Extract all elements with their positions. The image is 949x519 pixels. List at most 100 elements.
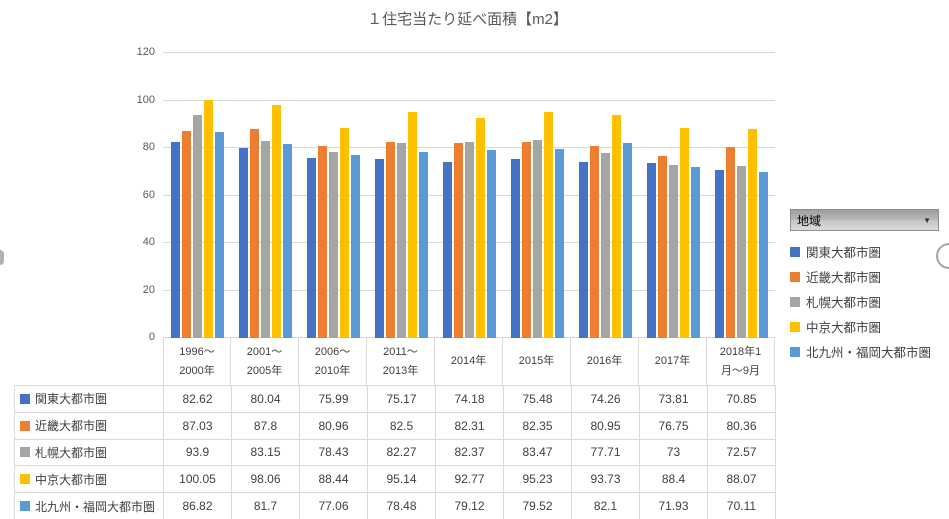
legend-item: 関東大都市圏	[790, 239, 939, 264]
table-cell: 80.95	[572, 412, 640, 439]
bar-group	[299, 53, 367, 338]
bar-group	[707, 53, 775, 338]
table-cell: 70.11	[708, 493, 776, 519]
y-axis-tick-label: 80	[142, 141, 155, 153]
legend-color-swatch	[790, 271, 800, 282]
legend-item: 札幌大都市圏	[790, 289, 939, 314]
x-axis-category-label: 2014年	[435, 338, 503, 385]
x-axis-category-label: 2018年1 月～9月	[707, 338, 775, 385]
series-name: 札幌大都市圏	[35, 445, 108, 460]
table-cell: 74.18	[436, 386, 504, 412]
bar	[418, 151, 428, 338]
data-table: 関東大都市圏 82.62 80.04 75.99 75.17 74.18 75.48 74.2…	[14, 385, 776, 519]
legend-item-label: 北九州・福岡大都市圏	[806, 346, 932, 360]
table-cell: 88.4	[640, 466, 708, 493]
table-cell: 79.12	[436, 493, 504, 519]
series-color-swatch	[20, 474, 30, 485]
table-cell: 78.43	[300, 439, 368, 466]
x-axis-category-label: 1996～ 2000年	[163, 338, 231, 385]
bar	[578, 161, 588, 338]
legend-item: 北九州・福岡大都市圏	[790, 339, 939, 364]
table-row-label: 関東大都市圏	[15, 386, 164, 412]
x-axis-category-label: 2016年	[571, 338, 639, 385]
legend-item-label: 中京大都市圏	[806, 321, 882, 335]
table-cell: 75.99	[300, 386, 368, 412]
legend-color-swatch	[790, 296, 800, 307]
bar-group	[571, 53, 639, 338]
bar	[690, 167, 700, 338]
bar-group	[367, 53, 435, 338]
legend-item-label: 近畿大都市圏	[806, 271, 882, 285]
table-cell: 80.96	[300, 412, 368, 439]
table-cell: 100.05	[164, 466, 232, 493]
series-name: 近畿大都市圏	[35, 419, 108, 434]
legend-color-swatch	[790, 321, 800, 332]
table-cell: 77.06	[300, 493, 368, 519]
legend-item-label: 札幌大都市圏	[806, 296, 882, 310]
region-filter-button[interactable]: 地域 ▼	[790, 209, 939, 231]
bar	[475, 117, 485, 338]
legend-item: 近畿大都市圏	[790, 264, 939, 289]
table-row: 近畿大都市圏 87.03 87.8 80.96 82.5 82.31 82.35 80.95 7…	[15, 412, 776, 440]
x-axis-labels: 1996～ 2000年 2001～ 2005年 2006～ 2010年 2011～ 2…	[163, 338, 775, 385]
table-row-label: 近畿大都市圏	[15, 412, 164, 439]
table-cell: 82.27	[368, 439, 436, 466]
bar	[453, 142, 463, 338]
bar-groups	[163, 53, 775, 338]
bar	[271, 105, 281, 338]
bar	[521, 142, 531, 338]
bar	[306, 157, 316, 338]
legend-item-label: 関東大都市圏	[806, 246, 882, 260]
table-cell: 71.93	[640, 493, 708, 519]
bar	[249, 129, 259, 338]
table-cell: 76.75	[640, 412, 708, 439]
table-cell: 95.14	[368, 466, 436, 493]
table-cell: 87.03	[164, 412, 232, 439]
bar	[679, 128, 689, 338]
table-cell: 79.52	[504, 493, 572, 519]
series-name: 関東大都市圏	[35, 392, 108, 407]
bar	[396, 142, 406, 338]
bar	[543, 111, 553, 338]
bar	[260, 140, 270, 338]
table-cell: 93.73	[572, 466, 640, 493]
bar	[203, 100, 213, 338]
y-axis-tick-label: 20	[142, 283, 155, 296]
y-axis-tick-label: 40	[142, 236, 155, 248]
series-color-swatch	[20, 393, 30, 404]
table-cell: 93.9	[164, 439, 232, 466]
bar	[181, 131, 191, 338]
bar	[170, 141, 180, 338]
left-edge-nav-fragment	[0, 250, 4, 265]
dropdown-arrow-icon: ▼	[923, 215, 931, 225]
bar	[464, 142, 474, 338]
bar	[532, 139, 542, 338]
bar	[611, 115, 621, 338]
gridline	[163, 52, 775, 53]
bar	[657, 155, 667, 338]
bar	[758, 171, 768, 338]
series-color-swatch	[20, 447, 30, 458]
table-cell: 95.23	[504, 466, 572, 493]
table-cell: 82.35	[504, 412, 572, 439]
bar	[589, 145, 599, 338]
table-cell: 81.7	[232, 493, 300, 519]
table-cell: 82.1	[572, 493, 640, 519]
bar-group	[163, 53, 231, 338]
series-color-swatch	[20, 501, 30, 512]
series-name: 北九州・福岡大都市圏	[35, 499, 156, 514]
x-axis-category-label: 2011～ 2013年	[367, 338, 435, 385]
table-cell: 74.26	[572, 386, 640, 412]
table-cell: 83.15	[232, 439, 300, 466]
bar	[510, 158, 520, 338]
table-cell: 86.82	[164, 493, 232, 519]
bar	[214, 131, 224, 338]
y-axis-tick-label: 100	[136, 93, 155, 106]
x-axis-category-label: 2001～ 2005年	[231, 338, 299, 385]
x-axis-category-label: 2017年	[639, 338, 707, 385]
table-cell: 88.07	[708, 466, 776, 493]
bar-group	[231, 53, 299, 338]
table-cell: 82.62	[164, 386, 232, 412]
table-row: 関東大都市圏 82.62 80.04 75.99 75.17 74.18 75.48 74.2…	[15, 386, 776, 413]
